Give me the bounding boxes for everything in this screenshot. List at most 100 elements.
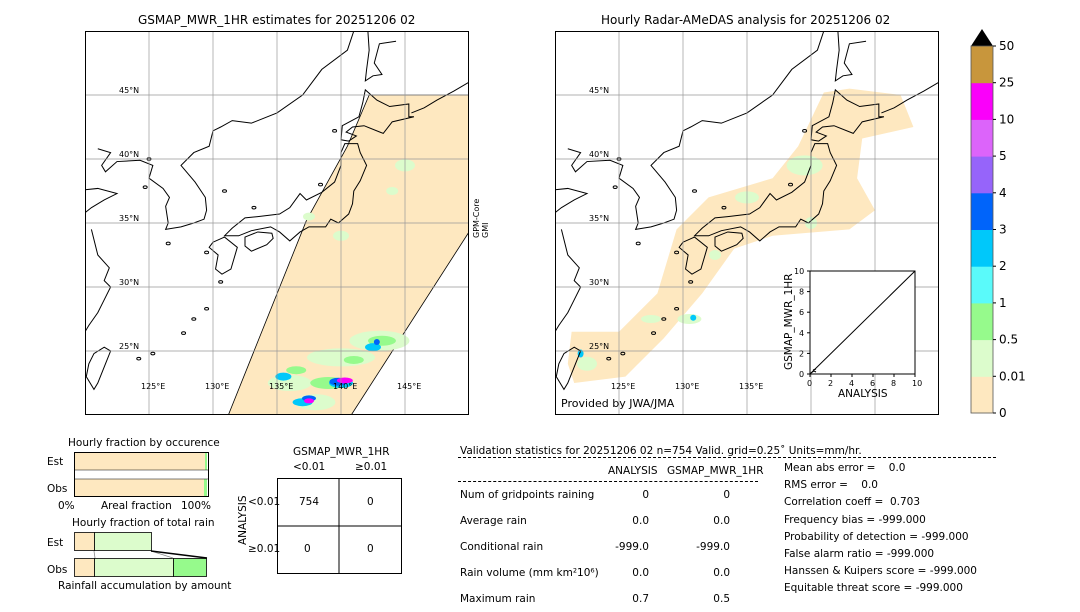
colorbar-segment [971,46,993,84]
island [612,185,618,189]
coastline-honshu [693,143,838,242]
stat-gsmap-value: 0 [723,489,730,501]
coastline-shikoku [244,231,274,252]
data-credit: Provided by JWA/JMA [561,397,675,410]
cell-hit-none: 754 [299,496,320,508]
island [218,280,224,284]
island [251,205,257,210]
stat-gsmap-value: 0.0 [713,515,730,527]
coastline-kyushu [678,236,708,275]
colorbar-segment [971,339,993,377]
rain-area [275,372,292,381]
satellite-name: GPM-Core [472,198,481,238]
inset-y-tick-label: 10 [794,267,804,276]
coastline-kyushu [208,236,238,275]
island [318,182,324,187]
contingency-col-1: <0.01 [293,461,326,473]
stat-analysis-value: 0.0 [632,515,649,527]
inset-y-tick-label: 6 [799,308,804,317]
island [674,306,680,311]
latitude-label: 35°N [119,214,139,223]
contingency-row-1: <0.01 [248,496,281,508]
divider [458,481,758,482]
colorbar-segment [971,192,993,230]
inset-x-tick-label: 0 [807,379,812,388]
coastline-hokkaido [340,88,415,142]
obs-seg-1 [74,558,95,577]
colorbar-label: 25 [999,76,1014,90]
coastline-kurils [881,81,939,114]
island [802,129,808,133]
left-map-title: GSMAP_MWR_1HR estimates for 20251206 02 [138,13,416,27]
longitude-label: 135°E [739,382,763,391]
colorbar-label: 0.5 [999,333,1018,347]
inset-y-tick-label: 0 [799,370,804,379]
rain-area [577,356,597,371]
inset-points [810,368,817,374]
rain-area [286,366,307,375]
rain-area [343,355,364,364]
inset-y-tick-label: 8 [799,288,804,297]
est-seg-1 [74,532,95,551]
obs-bar-dry [75,479,204,496]
longitude-label: 140°E [333,382,357,391]
occurrence-title: Hourly fraction by occurence [68,437,220,449]
col-gsmap: GSMAP_MWR_1HR [667,465,764,477]
score-line: RMS error = 0.0 [784,479,878,492]
colorbar-label: 3 [999,223,1007,237]
score-line: Probability of detection = -999.000 [784,530,969,543]
stat-label: Conditional rain [460,541,544,553]
stat-label: Num of gridpoints raining [460,489,595,501]
stat-label: Maximum rain [460,593,536,605]
stat-analysis-value: 0 [642,489,649,501]
stat-analysis-value: 0.0 [632,567,649,579]
score-line: Mean abs error = 0.0 [784,462,906,474]
island [222,189,228,193]
latitude-label: 40°N [589,150,609,159]
island [661,317,667,321]
coastline-korea [567,31,825,231]
coastline-sakhalin [834,31,867,82]
island [150,351,156,356]
stat-label: Rain volume (mm km²10⁶) [460,567,599,579]
island [142,185,148,189]
colorbar-label: 4 [999,186,1007,200]
colorbar-label: 50 [999,39,1014,53]
occurrence-x-right: 100% [181,500,212,512]
validation-header: Validation statistics for 20251206 02 n=… [460,445,862,457]
score-line: Equitable threat score = -999.000 [784,582,963,595]
inset-scatter: 00 2 2 4 4 6 6 8 8 10 10 [794,267,922,388]
total-rain-row-est: Est [47,537,64,549]
latitude-label: 40°N [119,150,139,159]
right-map-title: Hourly Radar-AMeDAS analysis for 2025120… [601,13,891,27]
stat-gsmap-value: 0.0 [713,567,730,579]
longitude-label: 125°E [141,382,165,391]
latitude-label: 45°N [589,86,609,95]
island [788,182,794,187]
colorbar-extend-arrow [971,29,993,46]
island [332,129,338,133]
longitude-label: 125°E [611,382,635,391]
total-rain-row-obs: Obs [47,564,68,576]
occurrence-row-obs: Obs [47,483,68,495]
stat-analysis-value: 0.7 [632,593,649,605]
latitude-label: 25°N [119,342,139,351]
inset-y-tick-label: 4 [799,329,804,338]
island [674,250,680,255]
stat-gsmap-value: -999.0 [696,541,730,553]
occurrence-x-label: Areal fraction [101,500,172,512]
latitude-label: 30°N [119,278,139,287]
latitude-label: 35°N [589,214,609,223]
colorbar-label: 5 [999,149,1007,163]
island [606,356,612,361]
longitude-label: 130°E [205,382,229,391]
rain-area [373,339,380,346]
colorbar-segment [971,229,993,267]
rain-area [303,212,315,221]
longitude-label: 130°E [675,382,699,391]
score-line: False alarm ratio = -999.000 [784,548,935,560]
island [204,306,210,311]
rain-area [690,314,697,321]
latitude-label: 30°N [589,278,609,287]
